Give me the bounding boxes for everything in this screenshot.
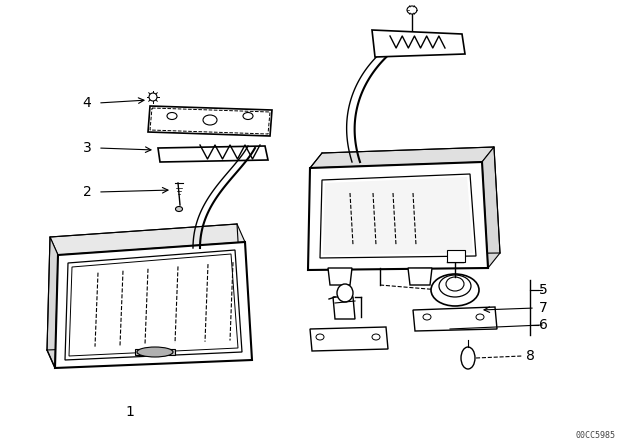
Polygon shape xyxy=(333,297,355,319)
Ellipse shape xyxy=(439,275,471,297)
Polygon shape xyxy=(482,147,500,268)
Text: 7: 7 xyxy=(539,301,547,315)
Text: 3: 3 xyxy=(83,141,92,155)
Ellipse shape xyxy=(316,334,324,340)
Polygon shape xyxy=(65,250,242,360)
Ellipse shape xyxy=(423,314,431,320)
Polygon shape xyxy=(135,349,175,355)
Polygon shape xyxy=(310,147,494,168)
Polygon shape xyxy=(413,307,497,331)
Polygon shape xyxy=(55,242,252,368)
Polygon shape xyxy=(408,268,432,285)
Ellipse shape xyxy=(149,93,157,101)
Polygon shape xyxy=(372,30,465,57)
Text: 5: 5 xyxy=(539,283,547,297)
Polygon shape xyxy=(158,146,268,162)
Polygon shape xyxy=(148,106,272,136)
Ellipse shape xyxy=(372,334,380,340)
Ellipse shape xyxy=(137,347,173,357)
Ellipse shape xyxy=(337,284,353,302)
Ellipse shape xyxy=(203,115,217,125)
Polygon shape xyxy=(50,224,245,255)
Text: 4: 4 xyxy=(83,96,92,110)
Ellipse shape xyxy=(431,274,479,306)
Polygon shape xyxy=(447,250,465,262)
Text: 8: 8 xyxy=(525,349,534,363)
Ellipse shape xyxy=(461,347,475,369)
Polygon shape xyxy=(47,237,58,368)
Text: 2: 2 xyxy=(83,185,92,199)
Ellipse shape xyxy=(476,314,484,320)
Text: 1: 1 xyxy=(125,405,134,419)
Ellipse shape xyxy=(243,112,253,120)
Polygon shape xyxy=(308,162,488,270)
Polygon shape xyxy=(328,268,352,285)
Polygon shape xyxy=(323,177,473,255)
Ellipse shape xyxy=(175,207,182,211)
Ellipse shape xyxy=(167,112,177,120)
Polygon shape xyxy=(320,174,476,258)
Ellipse shape xyxy=(407,6,417,14)
Ellipse shape xyxy=(446,277,464,291)
Text: 6: 6 xyxy=(539,318,547,332)
Polygon shape xyxy=(310,327,388,351)
Text: 00CC5985: 00CC5985 xyxy=(575,431,615,440)
